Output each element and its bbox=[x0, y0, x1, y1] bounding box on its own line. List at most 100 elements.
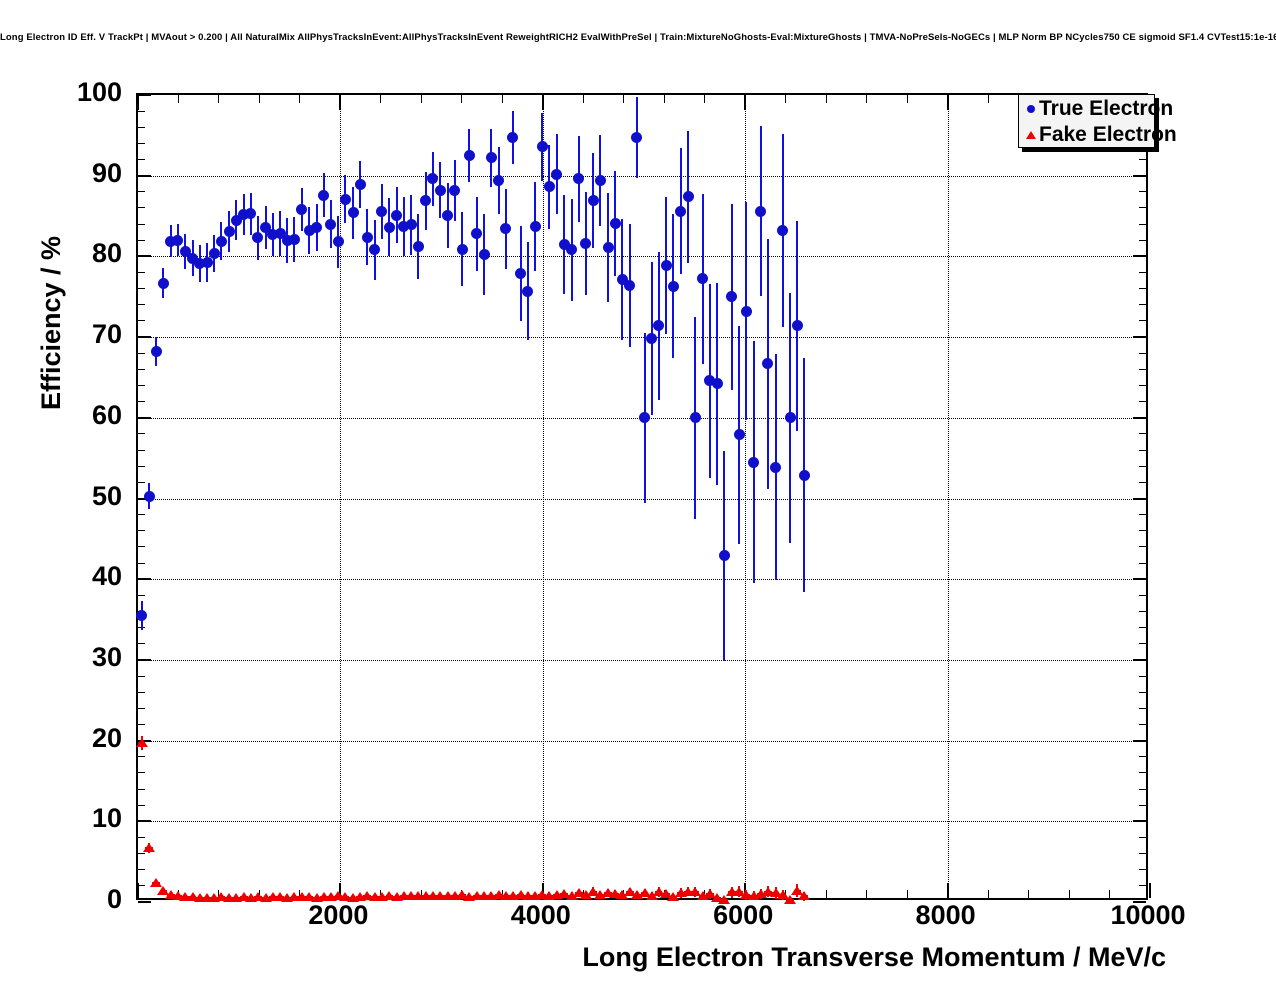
x-axis-tick bbox=[218, 95, 220, 103]
data-point bbox=[412, 891, 425, 901]
data-point bbox=[318, 189, 330, 201]
x-axis-tick bbox=[339, 883, 342, 898]
data-point bbox=[201, 257, 213, 269]
y-axis-tick bbox=[138, 433, 145, 435]
legend-entry-true-electron[interactable]: True Electron bbox=[1023, 96, 1173, 122]
x-axis-tick bbox=[1149, 883, 1151, 898]
data-point bbox=[689, 887, 702, 897]
y-axis-tick bbox=[138, 368, 145, 370]
y-axis-tick bbox=[1133, 336, 1146, 339]
x-axis-tick bbox=[1109, 890, 1111, 898]
y-axis-tick bbox=[1139, 401, 1146, 403]
data-point bbox=[354, 179, 366, 191]
data-point bbox=[368, 892, 381, 902]
y-axis-tick bbox=[138, 255, 151, 258]
data-point bbox=[157, 885, 170, 895]
grid-line-horizontal bbox=[138, 256, 1146, 258]
y-axis-tick bbox=[138, 820, 151, 823]
data-point bbox=[623, 887, 636, 897]
data-point bbox=[587, 195, 599, 207]
plot-area bbox=[135, 94, 1151, 905]
data-point bbox=[521, 890, 534, 900]
data-point bbox=[376, 205, 388, 217]
y-axis-tick bbox=[138, 723, 145, 725]
data-point bbox=[179, 246, 191, 258]
data-point bbox=[187, 252, 199, 264]
y-axis-tick bbox=[138, 352, 145, 354]
x-axis-tick bbox=[339, 95, 342, 110]
data-point bbox=[391, 209, 403, 221]
legend-label-fake-electron: Fake Electron bbox=[1039, 123, 1177, 146]
data-point bbox=[660, 888, 673, 898]
y-axis-tick bbox=[138, 272, 145, 274]
y-axis-tick bbox=[138, 530, 145, 532]
y-axis-tick bbox=[138, 174, 151, 177]
data-point bbox=[639, 412, 650, 424]
x-axis-title: Long Electron Transverse Momentum / MeV/… bbox=[582, 942, 1166, 972]
data-point bbox=[660, 259, 672, 271]
data-point bbox=[609, 217, 621, 229]
x-tick-label: 4000 bbox=[510, 900, 571, 930]
data-point bbox=[602, 888, 615, 898]
y-axis-tick bbox=[1133, 739, 1146, 742]
y-axis-tick bbox=[1133, 416, 1146, 419]
data-point bbox=[631, 132, 643, 144]
data-point bbox=[427, 173, 439, 185]
data-point bbox=[784, 894, 797, 904]
x-axis-tick bbox=[946, 95, 949, 110]
data-point bbox=[150, 878, 163, 888]
data-point bbox=[456, 243, 468, 255]
data-point bbox=[551, 168, 563, 180]
data-point bbox=[405, 890, 418, 900]
data-point bbox=[725, 887, 738, 897]
y-axis-tick bbox=[138, 288, 145, 290]
grid-line-horizontal bbox=[138, 498, 1146, 500]
grid-line-horizontal bbox=[138, 175, 1146, 177]
y-axis-tick bbox=[138, 869, 145, 871]
y-tick-label: 90 bbox=[91, 157, 122, 188]
data-point bbox=[507, 132, 519, 144]
data-point bbox=[798, 469, 810, 481]
x-axis-tick bbox=[785, 95, 787, 103]
data-point bbox=[375, 892, 388, 902]
data-point bbox=[652, 887, 665, 897]
y-axis-tick bbox=[138, 401, 145, 403]
y-axis-tick bbox=[1139, 562, 1146, 564]
data-point bbox=[317, 892, 330, 902]
data-point bbox=[383, 221, 395, 233]
y-axis-tick bbox=[138, 658, 151, 661]
data-point bbox=[594, 889, 607, 899]
plot-frame bbox=[135, 93, 1151, 905]
y-axis-tick bbox=[138, 756, 145, 758]
data-point bbox=[630, 889, 643, 899]
data-point bbox=[784, 412, 796, 424]
data-point bbox=[726, 291, 738, 303]
data-point bbox=[369, 244, 381, 256]
legend-entry-fake-electron[interactable]: Fake Electron bbox=[1023, 122, 1177, 148]
y-axis-tick bbox=[1139, 804, 1146, 806]
data-point bbox=[171, 891, 184, 901]
data-point bbox=[193, 892, 206, 902]
data-point bbox=[770, 461, 782, 473]
y-axis-tick bbox=[1139, 627, 1146, 629]
data-point bbox=[420, 195, 432, 207]
y-axis-tick bbox=[1139, 352, 1146, 354]
y-axis-tick bbox=[1139, 288, 1146, 290]
y-axis-tick bbox=[1139, 223, 1146, 225]
grid-line-vertical bbox=[745, 95, 747, 898]
data-point bbox=[274, 892, 287, 902]
data-point bbox=[798, 891, 811, 901]
data-point bbox=[426, 891, 439, 901]
data-point bbox=[339, 892, 352, 902]
legend[interactable]: True Electron Fake Electron bbox=[1018, 94, 1177, 148]
data-point bbox=[566, 244, 578, 256]
y-axis-tick bbox=[1139, 594, 1146, 596]
data-point bbox=[733, 886, 746, 896]
x-axis-tick bbox=[663, 95, 665, 103]
y-axis-tick bbox=[1133, 578, 1146, 581]
data-point bbox=[587, 886, 600, 896]
legend-label-true-electron: True Electron bbox=[1039, 97, 1174, 120]
data-point bbox=[332, 891, 345, 901]
data-point bbox=[412, 241, 424, 253]
